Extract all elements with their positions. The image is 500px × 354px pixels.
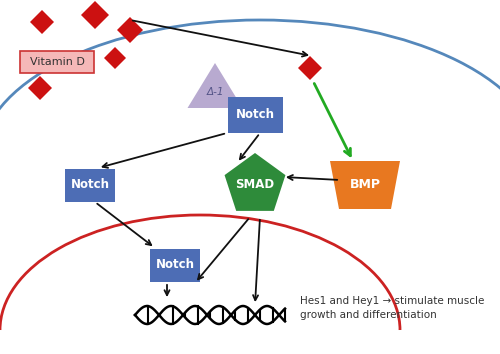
Text: Δ-1: Δ-1 [206, 87, 224, 97]
Text: Vitamin D: Vitamin D [30, 57, 84, 67]
Text: Notch: Notch [156, 258, 194, 272]
Polygon shape [188, 63, 242, 108]
Bar [228, 97, 282, 133]
Polygon shape [298, 56, 322, 80]
Polygon shape [224, 153, 286, 211]
Polygon shape [117, 17, 143, 43]
Bar [150, 249, 200, 281]
Polygon shape [104, 47, 126, 69]
Polygon shape [30, 10, 54, 34]
Text: Hes1 and Hey1 → stimulate muscle
growth and differentiation: Hes1 and Hey1 → stimulate muscle growth … [300, 296, 484, 320]
Text: BMP: BMP [350, 178, 380, 192]
Polygon shape [28, 76, 52, 100]
Bar [65, 169, 115, 201]
Text: Notch: Notch [70, 178, 110, 192]
Polygon shape [81, 1, 109, 29]
Text: SMAD: SMAD [236, 178, 275, 192]
Text: Notch: Notch [236, 108, 275, 121]
Polygon shape [330, 161, 400, 209]
FancyBboxPatch shape [20, 51, 94, 73]
